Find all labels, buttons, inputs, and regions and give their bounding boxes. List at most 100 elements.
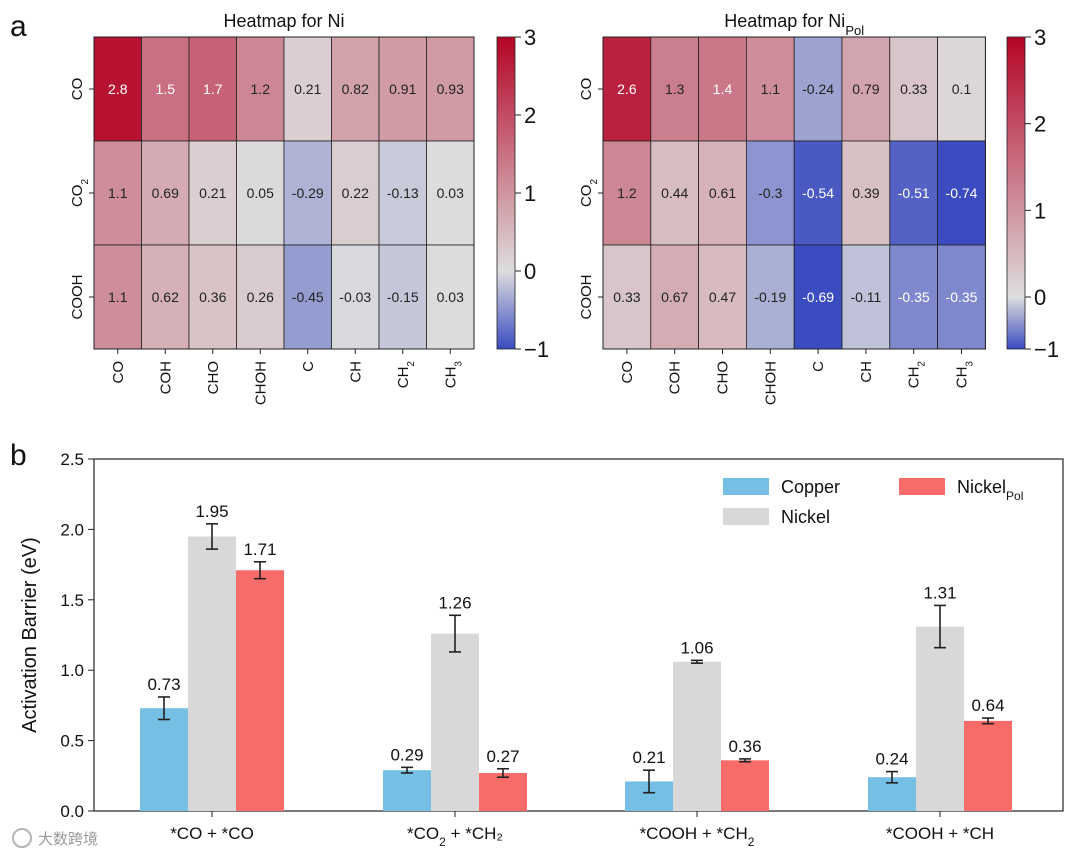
heatmap-cell-label: 1.2 bbox=[617, 185, 637, 201]
heatmap-cell bbox=[889, 244, 938, 350]
heatmap-cell-label: -0.3 bbox=[758, 185, 782, 201]
heatmap-cell bbox=[283, 36, 332, 142]
bar-value-label: 1.95 bbox=[195, 502, 228, 521]
heatmap-cell-label: 1.1 bbox=[108, 185, 128, 201]
heatmap-cell bbox=[236, 244, 285, 350]
y-tick-label: 0.0 bbox=[60, 802, 84, 821]
heatmap-cell bbox=[650, 140, 699, 246]
heatmap-col-label: COH bbox=[157, 361, 174, 394]
heatmap-cell-label: -0.13 bbox=[387, 185, 419, 201]
heatmap-cell bbox=[283, 140, 332, 246]
heatmap-cell-label: 2.8 bbox=[108, 81, 128, 97]
heatmap-cell bbox=[426, 36, 475, 142]
heatmap-cell-label: 0.67 bbox=[661, 289, 688, 305]
heatmap-cell bbox=[602, 244, 652, 350]
heatmap-cell bbox=[93, 244, 142, 350]
y-tick-label: 2.5 bbox=[60, 450, 84, 469]
heatmap-cell-label: -0.03 bbox=[339, 289, 371, 305]
bar bbox=[479, 772, 527, 811]
bar bbox=[916, 626, 964, 811]
heatmap-cell bbox=[841, 140, 891, 246]
heatmap-col-label: CH bbox=[347, 361, 364, 383]
heatmap-cell-label: -0.19 bbox=[754, 289, 786, 305]
heatmap-row-label: CO2 bbox=[578, 179, 600, 208]
heatmap-cell bbox=[236, 140, 285, 246]
colorbar-tick-label: 3 bbox=[1034, 25, 1046, 50]
heatmap-cell-label: -0.45 bbox=[292, 289, 324, 305]
legend-swatch bbox=[723, 478, 769, 495]
legend-swatch bbox=[899, 478, 945, 495]
colorbar-tick-label: 1 bbox=[524, 181, 536, 206]
heatmap-cell-label: 0.69 bbox=[152, 185, 179, 201]
heatmap-cell bbox=[746, 140, 795, 246]
heatmap-cell-label: 0.61 bbox=[709, 185, 736, 201]
bar-value-label: 0.21 bbox=[632, 748, 665, 767]
heatmap-cell-label: 1.2 bbox=[251, 81, 271, 97]
x-category-label: *COOH + *CH2 bbox=[640, 824, 755, 849]
heatmap-row-label: CO bbox=[69, 78, 86, 101]
x-category-label: *CO2 + *CH₂ bbox=[407, 824, 503, 849]
heatmap-cell-label: -0.51 bbox=[898, 185, 930, 201]
heatmap-cell-label: -0.11 bbox=[850, 289, 881, 305]
heatmap-cell bbox=[889, 36, 938, 142]
heatmap-cell-label: 0.47 bbox=[709, 289, 736, 305]
bar bbox=[721, 760, 769, 811]
heatmap-col-label: C bbox=[810, 361, 827, 372]
bar bbox=[188, 536, 236, 811]
heatmap-cell bbox=[331, 140, 380, 246]
heatmap-cell bbox=[141, 140, 190, 246]
heatmap-cell-label: -0.35 bbox=[946, 289, 978, 305]
heatmap-cell bbox=[141, 244, 190, 350]
heatmap-cell-label: 0.93 bbox=[437, 81, 464, 97]
bar-value-label: 1.06 bbox=[680, 638, 713, 657]
heatmap-title: Heatmap for Ni bbox=[223, 11, 344, 31]
colorbar-tick-label: 0 bbox=[524, 259, 536, 284]
heatmap-cell-label: 0.39 bbox=[852, 185, 879, 201]
heatmap-col-label: CHO bbox=[715, 361, 732, 394]
heatmap-col-label: CHO bbox=[205, 361, 222, 394]
heatmap-col-label: CH3 bbox=[954, 361, 976, 389]
heatmap-row-label: COOH bbox=[69, 275, 86, 320]
heatmap-cell-label: 1.3 bbox=[665, 81, 685, 97]
heatmap-ni: Heatmap for Ni 2.8 1.5 1.7 1.2 0.21 0.82 0.91 0.… bbox=[69, 11, 549, 405]
bar-value-label: 1.71 bbox=[243, 540, 276, 559]
heatmap-col-label: CO bbox=[619, 361, 636, 384]
heatmap-cell-label: 0.26 bbox=[247, 289, 274, 305]
heatmap-cell-label: 0.03 bbox=[437, 185, 464, 201]
heatmap-cell-label: 0.05 bbox=[247, 185, 274, 201]
y-tick-label: 1.0 bbox=[60, 661, 84, 680]
colorbar-tick-label: 3 bbox=[524, 25, 536, 50]
bar-value-label: 0.73 bbox=[147, 675, 180, 694]
y-tick-label: 2.0 bbox=[60, 520, 84, 539]
heatmap-cell-label: 1.5 bbox=[156, 81, 176, 97]
heatmap-cell-label: 0.44 bbox=[661, 185, 688, 201]
bar-value-label: 0.29 bbox=[390, 745, 423, 764]
heatmap-cell bbox=[141, 36, 190, 142]
bar-value-label: 0.27 bbox=[486, 747, 519, 766]
heatmap-cell bbox=[378, 244, 427, 350]
y-tick-label: 1.5 bbox=[60, 591, 84, 610]
heatmap-cell-label: 0.62 bbox=[152, 289, 179, 305]
heatmap-cell bbox=[331, 36, 380, 142]
bar-value-label: 0.64 bbox=[971, 696, 1004, 715]
watermark-logo-icon bbox=[12, 828, 32, 848]
colorbar-tick-label: −1 bbox=[524, 337, 549, 362]
colorbar-tick-label: −1 bbox=[1034, 337, 1059, 362]
heatmap-cell-label: -0.69 bbox=[802, 289, 834, 305]
x-category-label: *COOH + *CH bbox=[886, 824, 994, 843]
heatmap-cell-label: 0.21 bbox=[199, 185, 226, 201]
legend-swatch bbox=[723, 508, 769, 525]
heatmap-row-label: CO2 bbox=[69, 179, 91, 208]
heatmap-cell bbox=[698, 140, 747, 246]
heatmap-cell-label: 0.1 bbox=[952, 81, 972, 97]
heatmap-cell bbox=[698, 244, 747, 350]
heatmap-cell bbox=[236, 36, 285, 142]
heatmap-cell-label: -0.15 bbox=[387, 289, 419, 305]
heatmap-cell bbox=[331, 244, 380, 350]
heatmap-cell-label: 0.33 bbox=[613, 289, 640, 305]
colorbar-tick-label: 2 bbox=[1034, 112, 1046, 137]
heatmap-col-label: CHOH bbox=[252, 361, 269, 405]
heatmap-cell-label: -0.54 bbox=[802, 185, 834, 201]
heatmap-cell bbox=[746, 244, 795, 350]
